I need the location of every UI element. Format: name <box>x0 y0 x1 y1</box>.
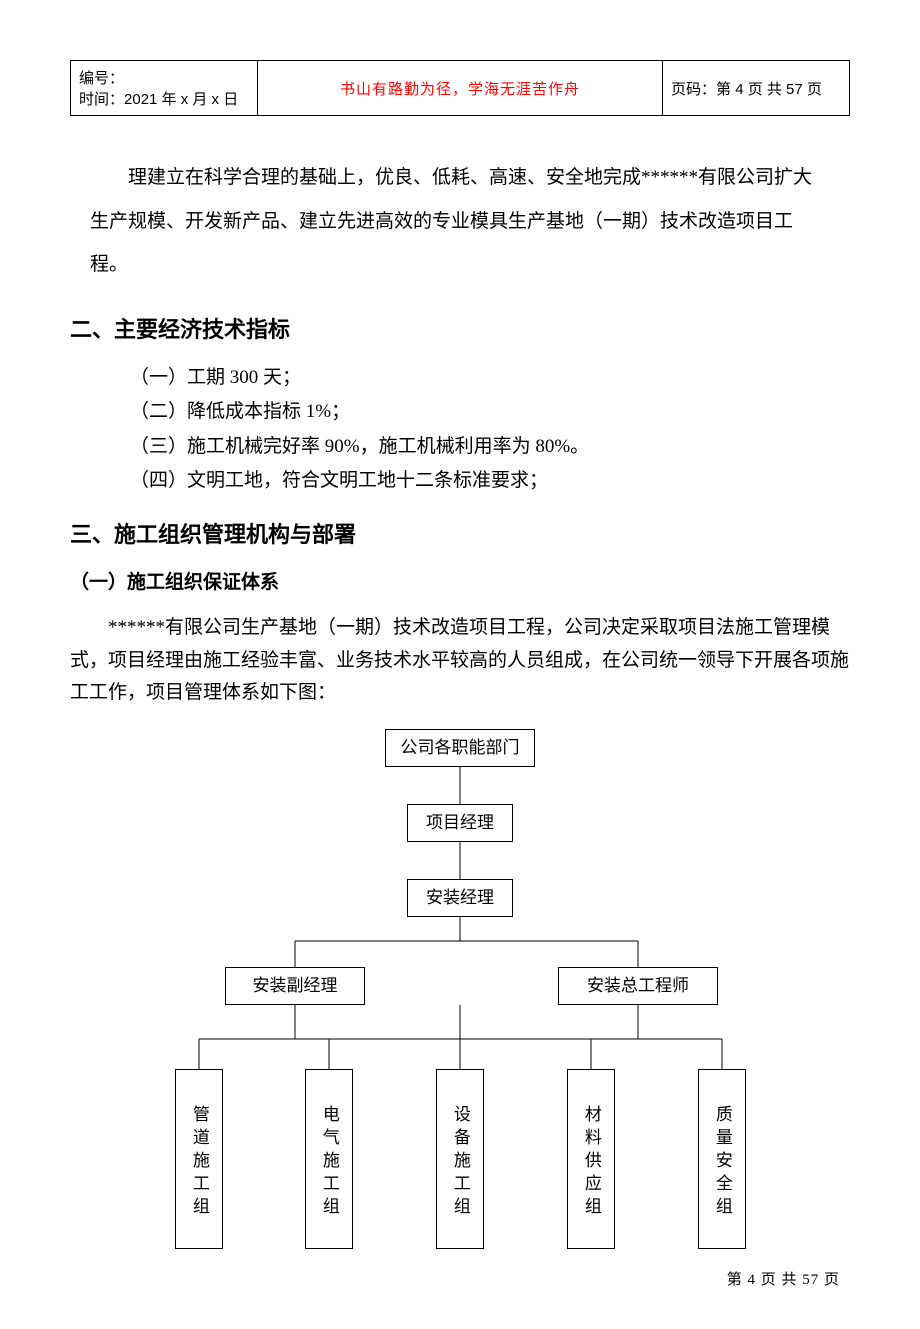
org-node-deputy: 安装副经理 <box>225 967 365 1005</box>
indicators-list: （一）工期 300 天； （二）降低成本指标 1%； （三）施工机械完好率 90… <box>130 362 850 497</box>
indicator-item: （二）降低成本指标 1%； <box>130 396 850 428</box>
org-node-inst_mgr: 安装经理 <box>407 879 513 917</box>
header-number-label: 编号： <box>79 67 249 88</box>
org-node-g1: 管道施工组 <box>175 1069 223 1249</box>
header-left-cell: 编号： 时间：2021 年 x 月 x 日 <box>71 61 258 116</box>
header-motto: 书山有路勤为径，学海无涯苦作舟 <box>257 61 662 116</box>
indicator-item: （四）文明工地，符合文明工地十二条标准要求； <box>130 465 850 497</box>
org-node-pm: 项目经理 <box>407 804 513 842</box>
org-node-g4: 材料供应组 <box>567 1069 615 1249</box>
header-time: 时间：2021 年 x 月 x 日 <box>79 88 249 109</box>
org-node-g5: 质量安全组 <box>698 1069 746 1249</box>
org-chart: 公司各职能部门项目经理安装经理安装副经理 安装总工程师管道施工组 电气施工组 设备施工… <box>140 729 780 1254</box>
subsection-paragraph: ******有限公司生产基地（一期）技术改造项目工程，公司决定采取项目法施工管理… <box>70 612 850 709</box>
org-node-chief: 安装总工程师 <box>558 967 718 1005</box>
section-3-title: 三、施工组织管理机构与部署 <box>70 517 850 549</box>
section-2-title: 二、主要经济技术指标 <box>70 312 850 344</box>
org-node-g3: 设备施工组 <box>436 1069 484 1249</box>
org-node-g2: 电气施工组 <box>305 1069 353 1249</box>
page-footer: 第 4 页 共 57 页 <box>0 1264 920 1289</box>
header-page-label: 页码：第 4 页 共 57 页 <box>663 61 850 116</box>
indicator-item: （三）施工机械完好率 90%，施工机械利用率为 80%。 <box>130 431 850 463</box>
intro-paragraph: 理建立在科学合理的基础上，优良、低耗、高速、安全地完成******有限公司扩大生… <box>90 156 830 287</box>
header-table: 编号： 时间：2021 年 x 月 x 日 书山有路勤为径，学海无涯苦作舟 页码… <box>70 60 850 116</box>
indicator-item: （一）工期 300 天； <box>130 362 850 394</box>
subsection-3-1-title: （一）施工组织保证体系 <box>70 567 850 594</box>
org-node-dept: 公司各职能部门 <box>385 729 535 767</box>
